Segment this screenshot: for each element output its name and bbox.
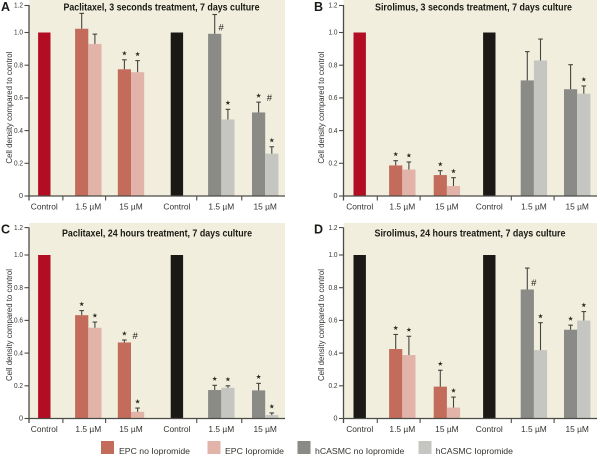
svg-text:1.0: 1.0	[329, 28, 338, 37]
svg-text:0.4: 0.4	[14, 126, 23, 135]
svg-text:1.2: 1.2	[14, 223, 23, 232]
svg-text:0.6: 0.6	[329, 93, 338, 102]
svg-text:#: #	[531, 278, 537, 289]
svg-text:EPC Iopromide: EPC Iopromide	[225, 446, 284, 456]
svg-text:0.2: 0.2	[14, 381, 23, 390]
svg-text:0.8: 0.8	[329, 283, 338, 292]
svg-text:hCASMC no Iopromide: hCASMC no Iopromide	[315, 446, 404, 456]
svg-text:1.2: 1.2	[14, 1, 23, 10]
svg-text:1.0: 1.0	[329, 250, 338, 259]
svg-text:15 µM: 15 µM	[119, 201, 142, 211]
svg-text:Control: Control	[476, 201, 503, 211]
svg-text:1.5 µM: 1.5 µM	[208, 424, 234, 434]
svg-text:Paclitaxel, 24 hours treatment: Paclitaxel, 24 hours treatment, 7 days c…	[62, 228, 252, 239]
svg-text:0: 0	[19, 414, 23, 423]
svg-text:15 µM: 15 µM	[253, 201, 276, 211]
svg-text:15 µM: 15 µM	[435, 201, 458, 211]
svg-text:#: #	[219, 22, 225, 33]
svg-text:15 µM: 15 µM	[119, 424, 142, 434]
svg-text:Control: Control	[163, 201, 190, 211]
svg-text:Paclitaxel, 3 seconds treatmen: Paclitaxel, 3 seconds treatment, 7 days …	[64, 2, 260, 13]
svg-text:0.4: 0.4	[14, 348, 23, 357]
svg-text:1.5 µM: 1.5 µM	[389, 424, 415, 434]
svg-text:0.6: 0.6	[329, 316, 338, 325]
svg-text:Cell density compared to contr: Cell density compared to control	[4, 269, 14, 381]
svg-text:15 µM: 15 µM	[565, 201, 588, 211]
svg-text:Sirolimus, 24 hours treatment,: Sirolimus, 24 hours treatment, 7 days cu…	[375, 228, 566, 239]
svg-text:0.8: 0.8	[329, 60, 338, 69]
svg-text:Control: Control	[31, 424, 58, 434]
svg-text:1.5 µM: 1.5 µM	[521, 424, 547, 434]
svg-text:Cell density compared to contr: Cell density compared to control	[316, 52, 326, 164]
svg-text:15 µM: 15 µM	[565, 424, 588, 434]
svg-text:0.2: 0.2	[329, 381, 338, 390]
svg-text:#: #	[267, 93, 273, 104]
svg-text:1.5 µM: 1.5 µM	[208, 201, 234, 211]
svg-text:B: B	[314, 0, 323, 14]
svg-text:0.2: 0.2	[14, 159, 23, 168]
svg-text:A: A	[1, 0, 10, 14]
svg-text:Control: Control	[346, 424, 373, 434]
svg-text:hCASMC Iopromide: hCASMC Iopromide	[436, 446, 513, 456]
svg-text:1.5 µM: 1.5 µM	[521, 201, 547, 211]
svg-text:0.2: 0.2	[329, 159, 338, 168]
svg-text:0: 0	[334, 191, 338, 200]
svg-text:15 µM: 15 µM	[435, 424, 458, 434]
svg-text:Sirolimus, 3 seconds treatment: Sirolimus, 3 seconds treatment, 7 days c…	[375, 2, 572, 13]
svg-text:0: 0	[19, 191, 23, 200]
svg-text:0.4: 0.4	[329, 348, 338, 357]
svg-text:0.6: 0.6	[14, 93, 23, 102]
svg-text:1.0: 1.0	[14, 250, 23, 259]
svg-text:0.8: 0.8	[14, 60, 23, 69]
svg-text:EPC no Iopromide: EPC no Iopromide	[119, 446, 190, 456]
svg-text:D: D	[314, 223, 323, 237]
svg-text:1.5 µM: 1.5 µM	[75, 424, 101, 434]
svg-text:Cell density compared to contr: Cell density compared to control	[316, 269, 326, 381]
svg-text:C: C	[1, 223, 10, 237]
svg-text:1.0: 1.0	[14, 28, 23, 37]
svg-text:0.8: 0.8	[14, 283, 23, 292]
svg-text:0.4: 0.4	[329, 126, 338, 135]
svg-text:Control: Control	[346, 201, 373, 211]
svg-text:Cell density compared to contr: Cell density compared to control	[4, 52, 14, 164]
svg-text:Control: Control	[476, 424, 503, 434]
svg-text:#: #	[133, 331, 139, 342]
svg-text:1.2: 1.2	[329, 1, 338, 10]
svg-text:Control: Control	[31, 201, 58, 211]
svg-text:1.5 µM: 1.5 µM	[75, 201, 101, 211]
svg-text:1.5 µM: 1.5 µM	[389, 201, 415, 211]
svg-text:0.6: 0.6	[14, 316, 23, 325]
svg-text:1.2: 1.2	[329, 223, 338, 232]
svg-text:Control: Control	[163, 424, 190, 434]
svg-text:0: 0	[334, 414, 338, 423]
svg-text:15 µM: 15 µM	[253, 424, 276, 434]
